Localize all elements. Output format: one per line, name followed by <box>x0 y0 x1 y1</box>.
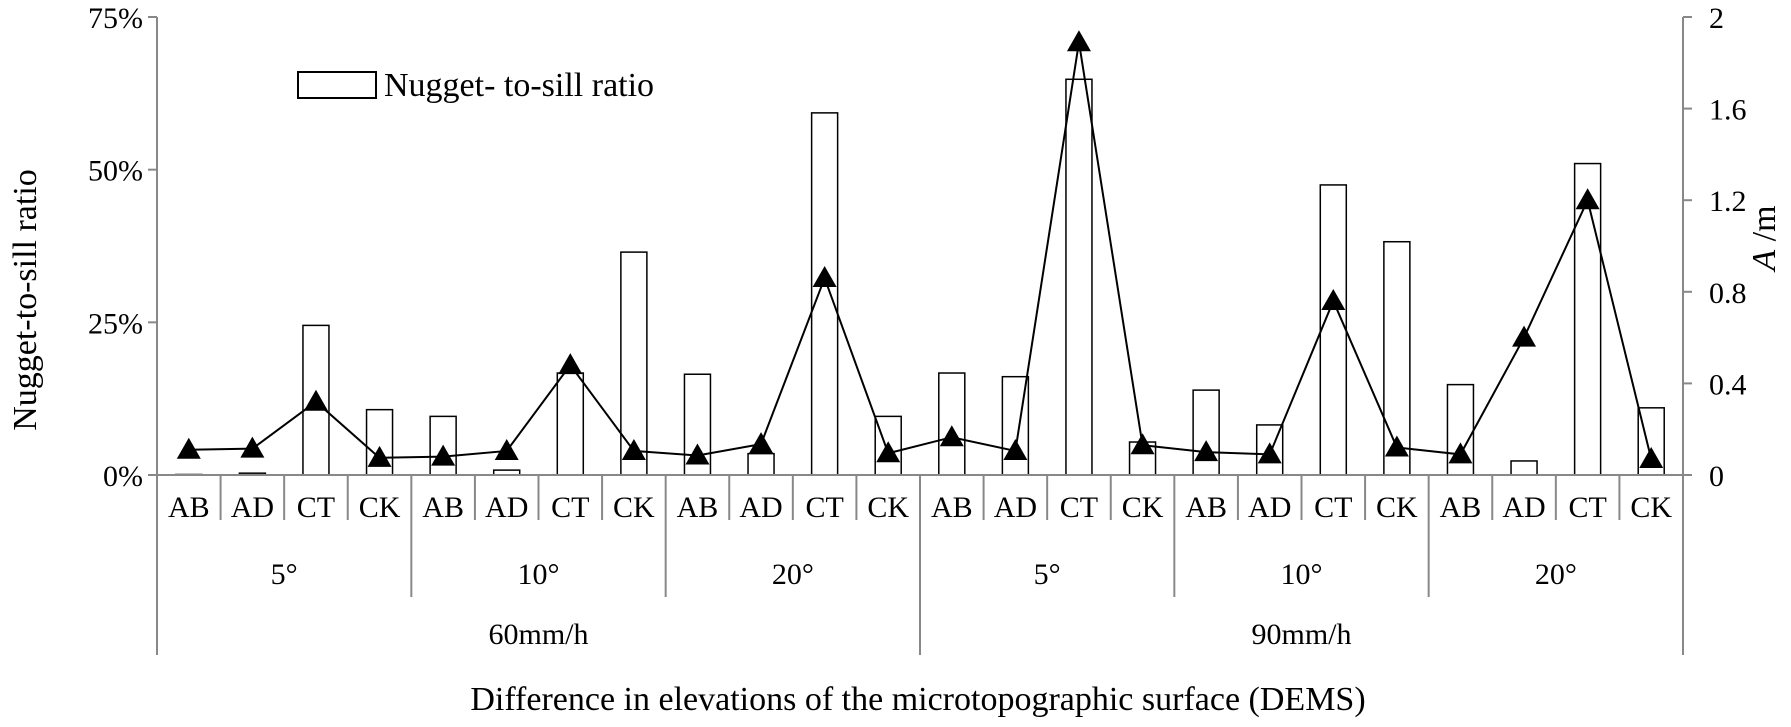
y-tick-label: 50% <box>88 155 143 188</box>
a-series-marker <box>558 353 583 375</box>
a-series-marker <box>431 444 456 466</box>
category-label: AB <box>1440 491 1482 524</box>
slope-group-label: 5° <box>271 558 298 591</box>
legend-swatch <box>297 71 377 99</box>
category-label: CT <box>1060 491 1098 524</box>
y2-tick-label: 0.4 <box>1709 368 1747 401</box>
a-series-marker <box>1066 30 1091 52</box>
category-label: AB <box>168 491 210 524</box>
bar <box>556 372 585 476</box>
bar <box>747 452 775 476</box>
bar <box>1192 389 1220 476</box>
category-label: CT <box>1568 491 1606 524</box>
category-label: AB <box>931 491 973 524</box>
legend-label: Nugget- to-sill ratio <box>384 67 654 104</box>
a-series-marker <box>812 266 837 288</box>
bar <box>1510 460 1538 476</box>
slope-group-label: 10° <box>518 558 560 591</box>
category-label: AB <box>677 491 719 524</box>
a-series-marker <box>1512 325 1537 347</box>
y-axis-title: Nugget-to-sill ratio <box>7 169 44 431</box>
a-series-marker <box>176 437 201 459</box>
category-label: CK <box>1630 491 1672 524</box>
a-series-marker <box>1194 440 1219 462</box>
bar <box>1573 162 1602 476</box>
rain-group-label: 60mm/h <box>488 618 588 651</box>
a-series-marker <box>1321 288 1346 310</box>
category-label: CK <box>613 491 655 524</box>
category-label: AD <box>994 491 1037 524</box>
y2-axis-title-unit: /m <box>1746 205 1783 249</box>
category-label: CK <box>1122 491 1164 524</box>
slope-group-label: 20° <box>772 558 814 591</box>
y2-tick-label: 1.2 <box>1709 185 1747 218</box>
a-series-marker <box>1448 442 1473 464</box>
a-series-line <box>188 42 1653 460</box>
legend: Nugget- to-sill ratio <box>297 67 654 104</box>
slope-group-label: 5° <box>1034 558 1061 591</box>
y-tick-label: 75% <box>88 2 143 35</box>
y2-tick-label: 2 <box>1709 2 1724 35</box>
y2-axis-title: A /m <box>1746 205 1783 272</box>
a-series-marker <box>367 445 392 467</box>
category-label: AD <box>485 491 528 524</box>
a-series-marker <box>621 438 646 460</box>
slope-group-label: 20° <box>1535 558 1577 591</box>
a-series-marker <box>494 438 519 460</box>
a-series-marker <box>939 425 964 447</box>
a-series-marker <box>685 443 710 465</box>
a-series-marker <box>1384 435 1409 457</box>
category-label: AD <box>739 491 782 524</box>
category-label: CT <box>297 491 335 524</box>
category-label: AB <box>1185 491 1227 524</box>
y2-tick-label: 0.8 <box>1709 277 1747 310</box>
x-axis-title: Difference in elevations of the microtop… <box>470 681 1365 718</box>
a-series-marker <box>876 441 901 463</box>
y2-tick-label: 0 <box>1709 460 1724 493</box>
category-label: AD <box>231 491 274 524</box>
category-label: AD <box>1248 491 1291 524</box>
a-series-marker <box>1639 446 1664 468</box>
bar <box>1065 78 1093 476</box>
y2-axis-title-symbol: A <box>1746 250 1783 273</box>
y-tick-label: 25% <box>88 307 143 340</box>
a-series-marker <box>749 432 774 454</box>
a-series-marker <box>303 389 328 411</box>
a-series-marker <box>1003 438 1028 460</box>
category-label: CT <box>1314 491 1352 524</box>
category-label: CT <box>805 491 843 524</box>
y-tick-label: 0% <box>103 460 143 493</box>
a-series-marker <box>240 436 265 458</box>
category-label: CT <box>551 491 589 524</box>
category-label: AD <box>1502 491 1545 524</box>
category-label: CK <box>1376 491 1418 524</box>
category-label: CK <box>867 491 909 524</box>
y2-tick-label: 1.6 <box>1709 94 1747 127</box>
a-series-marker <box>1575 188 1600 210</box>
bar <box>810 112 839 476</box>
slope-group-label: 10° <box>1281 558 1323 591</box>
a-series-marker <box>1130 433 1155 455</box>
bar <box>1319 184 1348 476</box>
category-label: AB <box>422 491 464 524</box>
rain-group-label: 90mm/h <box>1251 618 1351 651</box>
category-label: CK <box>359 491 401 524</box>
bar <box>938 372 966 476</box>
a-series-marker <box>1257 442 1282 464</box>
